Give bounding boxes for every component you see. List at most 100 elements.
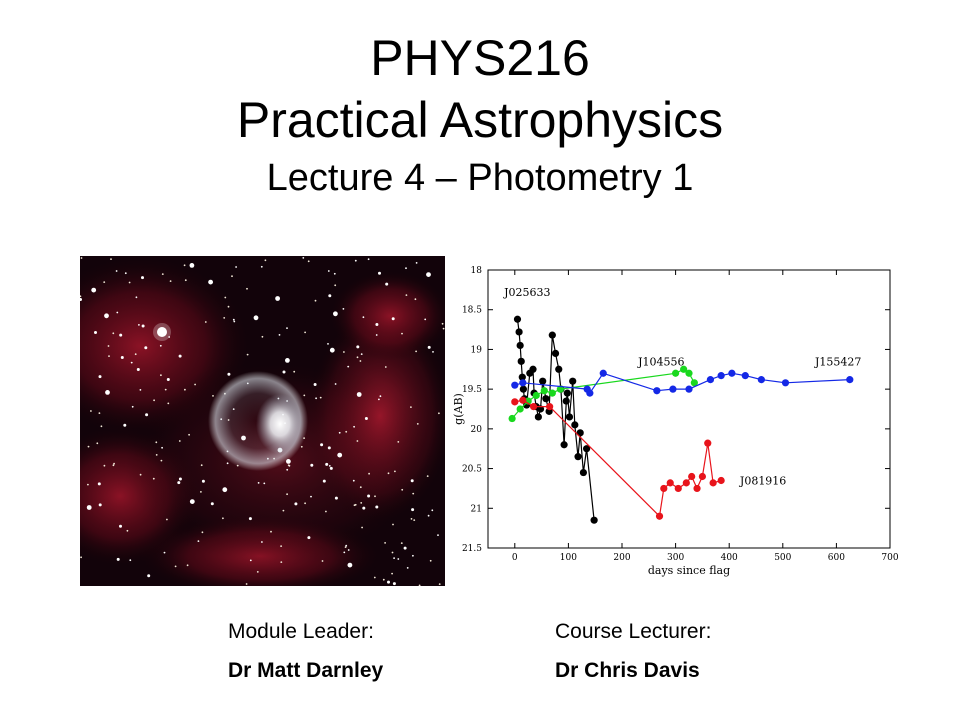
- star: [429, 559, 432, 562]
- star: [260, 265, 263, 268]
- module-leader-credit: Module Leader: Dr Matt Darnley: [228, 617, 383, 686]
- star: [441, 322, 444, 325]
- star: [201, 479, 205, 483]
- star: [246, 287, 248, 290]
- star: [128, 281, 131, 284]
- data-point: [599, 369, 607, 377]
- data-point: [571, 421, 579, 429]
- module-leader-name: Dr Matt Darnley: [228, 659, 384, 682]
- star: [431, 509, 434, 512]
- star: [105, 390, 110, 395]
- x-tick-label: 200: [613, 553, 630, 563]
- x-tick-label: 500: [774, 553, 791, 563]
- data-point: [532, 391, 540, 400]
- star: [87, 445, 90, 448]
- star: [415, 350, 417, 353]
- x-tick-label: 100: [560, 553, 577, 563]
- star: [224, 296, 227, 299]
- star: [307, 536, 311, 540]
- star: [374, 495, 376, 498]
- star: [261, 541, 263, 543]
- star: [364, 417, 368, 420]
- star: [354, 503, 357, 506]
- data-point: [574, 453, 582, 461]
- star: [303, 394, 306, 397]
- star: [86, 505, 92, 510]
- star: [397, 558, 400, 560]
- star: [414, 298, 417, 301]
- data-point: [517, 357, 525, 365]
- star: [337, 452, 343, 458]
- star: [256, 571, 259, 573]
- data-point: [555, 365, 563, 373]
- data-point: [569, 377, 577, 385]
- star: [387, 472, 390, 475]
- star: [226, 462, 229, 465]
- star: [153, 399, 155, 402]
- star: [375, 323, 379, 326]
- star: [410, 406, 412, 408]
- star: [270, 530, 272, 533]
- star: [200, 464, 203, 467]
- star: [410, 479, 414, 483]
- star: [347, 549, 350, 551]
- star: [103, 464, 106, 467]
- star: [328, 465, 331, 467]
- star: [139, 473, 142, 476]
- data-point: [516, 341, 524, 350]
- star: [413, 519, 416, 521]
- star: [360, 502, 363, 504]
- y-tick-label: 21.5: [462, 544, 482, 554]
- light-curve-chart: 0 100 200 300 400 500 600 700 18 18.5 19 19.5 20 20.5…: [452, 266, 899, 577]
- star: [204, 321, 207, 323]
- lecture-subtitle: Lecture 4 – Photometry 1: [266, 157, 694, 199]
- data-point: [540, 387, 548, 395]
- star: [354, 259, 357, 262]
- star: [178, 477, 182, 481]
- star: [412, 492, 415, 495]
- star: [356, 392, 362, 397]
- star: [189, 499, 195, 504]
- data-point: [586, 389, 594, 397]
- data-point: [563, 389, 571, 397]
- star: [426, 272, 431, 277]
- series-j081916: J081916: [511, 396, 786, 520]
- star: [222, 487, 228, 493]
- star: [177, 481, 181, 485]
- data-point: [709, 479, 717, 487]
- star: [286, 327, 288, 329]
- star: [141, 276, 144, 280]
- star: [412, 554, 414, 557]
- star: [304, 502, 306, 505]
- star: [307, 260, 310, 263]
- star: [110, 258, 112, 260]
- star: [391, 317, 395, 321]
- data-point: [682, 479, 690, 487]
- star: [188, 433, 190, 436]
- star: [135, 296, 138, 299]
- data-point: [516, 405, 524, 413]
- star: [169, 280, 172, 282]
- star: [223, 317, 226, 319]
- star: [97, 482, 101, 486]
- data-point: [704, 439, 712, 447]
- star: [167, 402, 170, 405]
- star: [222, 517, 224, 520]
- data-point: [688, 472, 696, 481]
- star: [178, 440, 181, 442]
- star: [310, 463, 314, 467]
- star: [263, 482, 266, 485]
- star: [325, 462, 329, 466]
- star: [285, 358, 290, 363]
- star: [184, 279, 187, 282]
- data-point: [846, 376, 854, 384]
- star: [405, 294, 408, 296]
- star: [129, 559, 132, 562]
- star: [347, 562, 353, 568]
- star: [321, 560, 324, 562]
- star: [282, 370, 286, 374]
- series-label: J025633: [503, 286, 550, 299]
- star: [147, 574, 151, 578]
- star: [378, 271, 381, 275]
- data-point: [542, 395, 550, 403]
